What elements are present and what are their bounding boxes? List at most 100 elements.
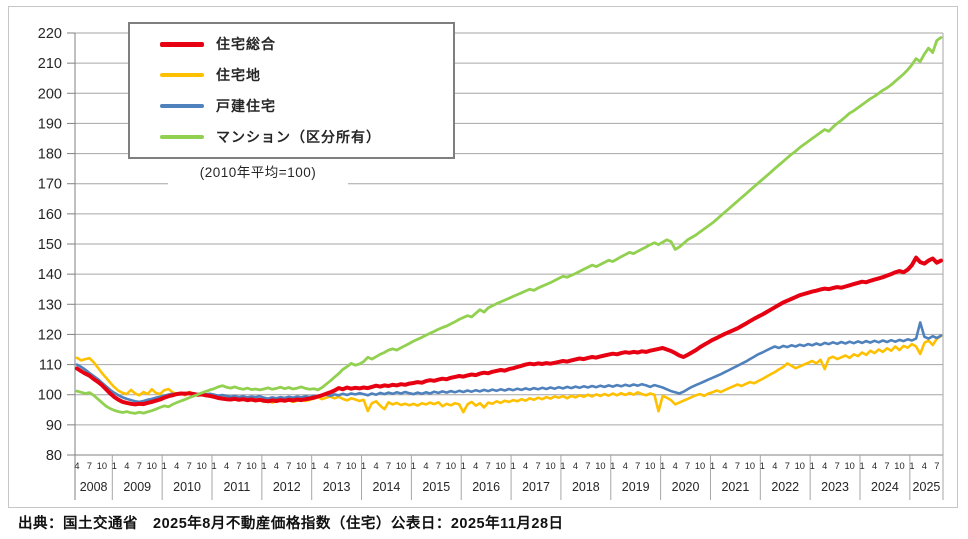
x-month-label: 7 <box>785 461 790 471</box>
x-month-label: 7 <box>486 461 491 471</box>
x-month-label: 7 <box>884 461 889 471</box>
series-line-1 <box>75 334 943 414</box>
y-axis-label: 140 <box>38 267 62 283</box>
y-axis-label: 130 <box>38 297 62 313</box>
chart-legend: 住宅総合 住宅地 戸建住宅 マンション（区分所有） <box>128 22 455 159</box>
y-axis-label: 210 <box>38 56 62 72</box>
source-caption: 出典：国土交通省 2025年8月不動産価格指数（住宅）公表日：2025年11月2… <box>18 516 564 532</box>
x-month-label: 10 <box>595 461 605 471</box>
y-axis-label: 80 <box>46 448 62 464</box>
x-month-label: 7 <box>585 461 590 471</box>
x-month-label: 10 <box>97 461 107 471</box>
x-month-label: 10 <box>196 461 206 471</box>
x-month-label: 4 <box>423 461 428 471</box>
x-month-label: 1 <box>859 461 864 471</box>
x-month-label: 10 <box>147 461 157 471</box>
x-month-label: 1 <box>261 461 266 471</box>
legend-item: 戸建住宅 <box>160 96 453 116</box>
legend-label: 住宅地 <box>216 67 261 84</box>
legend-label: 住宅総合 <box>216 36 276 53</box>
x-month-label: 7 <box>336 461 341 471</box>
legend-label: 戸建住宅 <box>216 97 276 114</box>
x-month-label: 7 <box>635 461 640 471</box>
x-year-label: 2021 <box>721 480 749 494</box>
x-month-label: 10 <box>545 461 555 471</box>
x-year-label: 2017 <box>522 480 550 494</box>
x-month-label: 4 <box>623 461 628 471</box>
x-month-label: 7 <box>934 461 939 471</box>
x-month-label: 4 <box>922 461 927 471</box>
x-month-label: 7 <box>87 461 92 471</box>
x-month-label: 7 <box>436 461 441 471</box>
x-month-label: 7 <box>535 461 540 471</box>
x-month-label: 10 <box>645 461 655 471</box>
legend-line-swatch-yellow <box>160 73 204 78</box>
x-month-label: 7 <box>137 461 142 471</box>
x-month-label: 1 <box>361 461 366 471</box>
x-month-label: 4 <box>573 461 578 471</box>
x-month-label: 1 <box>511 461 516 471</box>
legend-item: マンション（区分所有） <box>160 127 453 147</box>
x-month-label: 1 <box>710 461 715 471</box>
x-year-label: 2010 <box>173 480 201 494</box>
x-month-label: 1 <box>311 461 316 471</box>
x-month-label: 4 <box>74 461 79 471</box>
x-month-label: 4 <box>772 461 777 471</box>
series-line-3 <box>75 36 943 415</box>
x-month-label: 4 <box>174 461 179 471</box>
x-month-label: 10 <box>844 461 854 471</box>
x-month-label: 4 <box>224 461 229 471</box>
legend-line-swatch-red <box>160 41 204 47</box>
x-month-label: 10 <box>496 461 506 471</box>
x-month-label: 4 <box>822 461 827 471</box>
y-axis-label: 180 <box>38 147 62 163</box>
x-month-label: 4 <box>324 461 329 471</box>
x-year-label: 2023 <box>821 480 849 494</box>
x-year-label: 2022 <box>771 480 799 494</box>
x-month-label: 4 <box>722 461 727 471</box>
x-year-label: 2025 <box>913 480 941 494</box>
x-month-label: 7 <box>386 461 391 471</box>
y-axis-label: 100 <box>38 388 62 404</box>
y-axis-label: 220 <box>38 26 62 42</box>
y-axis-label: 160 <box>38 207 62 223</box>
y-axis-label: 170 <box>38 177 62 193</box>
x-year-label: 2015 <box>422 480 450 494</box>
legend-line-swatch-green <box>160 134 204 139</box>
x-month-label: 1 <box>560 461 565 471</box>
x-month-label: 10 <box>446 461 456 471</box>
x-month-label: 1 <box>610 461 615 471</box>
x-month-label: 1 <box>112 461 117 471</box>
x-year-label: 2009 <box>123 480 151 494</box>
x-month-label: 7 <box>236 461 241 471</box>
x-month-label: 7 <box>735 461 740 471</box>
y-axis-label: 200 <box>38 86 62 102</box>
x-month-label: 4 <box>373 461 378 471</box>
x-month-label: 4 <box>523 461 528 471</box>
x-month-label: 10 <box>296 461 306 471</box>
legend-item: 住宅地 <box>160 65 453 85</box>
x-month-label: 1 <box>760 461 765 471</box>
x-year-label: 2013 <box>323 480 351 494</box>
x-month-label: 4 <box>124 461 129 471</box>
x-year-label: 2024 <box>871 480 899 494</box>
x-year-label: 2020 <box>672 480 700 494</box>
x-month-label: 7 <box>685 461 690 471</box>
x-year-label: 2016 <box>472 480 500 494</box>
x-month-label: 1 <box>162 461 167 471</box>
x-year-label: 2008 <box>80 480 108 494</box>
y-axis-label: 120 <box>38 327 62 343</box>
x-month-label: 7 <box>286 461 291 471</box>
x-month-label: 4 <box>473 461 478 471</box>
x-month-label: 1 <box>461 461 466 471</box>
x-month-label: 1 <box>211 461 216 471</box>
x-month-label: 10 <box>745 461 755 471</box>
legend-label: マンション（区分所有） <box>216 128 381 145</box>
x-month-label: 1 <box>810 461 815 471</box>
x-month-label: 4 <box>274 461 279 471</box>
x-month-label: 4 <box>872 461 877 471</box>
y-axis-label: 110 <box>39 358 62 374</box>
legend-item: 住宅総合 <box>160 34 453 54</box>
x-year-label: 2019 <box>622 480 650 494</box>
